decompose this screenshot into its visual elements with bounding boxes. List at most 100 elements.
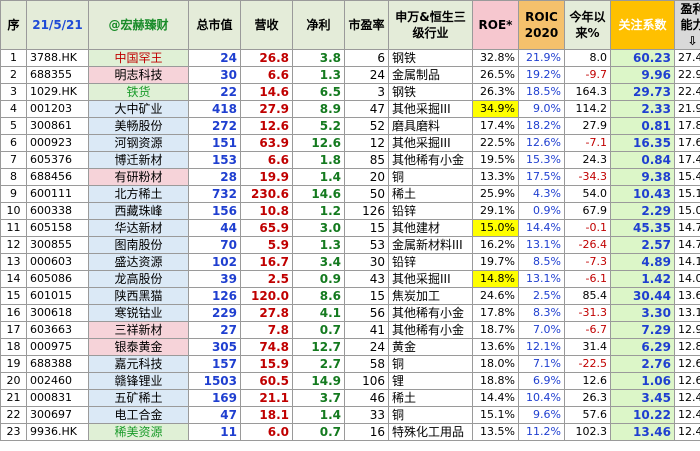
cell-industry: 钢铁 [388, 49, 473, 67]
cell-seq: 12 [0, 236, 27, 254]
cell-stock-code: 300618 [26, 304, 89, 322]
table-row: 18 000975 银泰黄金 305 74.8 12.7 24 黄金 13.6% 12.1% 31.… [0, 338, 700, 356]
cell-seq: 16 [0, 304, 27, 322]
cell-seq: 1 [0, 49, 27, 67]
cell-roic: 13.1% [518, 236, 565, 254]
cell-stock-name: 博迁新材 [88, 151, 189, 169]
cell-stock-code: 605376 [26, 151, 89, 169]
cell-focus-coefficient: 13.46 [610, 423, 675, 441]
cell-focus-coefficient: 10.43 [610, 185, 675, 203]
cell-focus-coefficient: 3.30 [610, 304, 675, 322]
cell-stock-name: 嘉元科技 [88, 355, 189, 373]
table-row: 14 605086 龙高股份 39 2.5 0.9 43 其他采掘III 14.8% 13.1% -… [0, 270, 700, 288]
cell-ytd: 24.3 [564, 151, 611, 169]
cell-pe-ratio: 58 [344, 355, 389, 373]
cell-roe: 15.0% [472, 219, 519, 237]
cell-seq: 14 [0, 270, 27, 288]
cell-ytd: -6.1 [564, 270, 611, 288]
cell-net-profit: 6.5 [292, 83, 345, 101]
cell-stock-code: 605158 [26, 219, 89, 237]
cell-seq: 8 [0, 168, 27, 186]
header-focus-coefficient: 关注系数 [610, 0, 675, 50]
cell-roic: 7.0% [518, 321, 565, 339]
cell-stock-code: 000603 [26, 253, 89, 271]
cell-market-cap: 47 [188, 406, 241, 424]
table-row: 1 3788.HK 中国罕王 24 26.8 3.8 6 钢铁 32.8% 21.9% 8.0 60.… [0, 49, 700, 67]
cell-roic: 2.5% [518, 287, 565, 305]
cell-roic: 7.1% [518, 355, 565, 373]
cell-ytd: -34.3 [564, 168, 611, 186]
cell-ytd: -9.7 [564, 66, 611, 84]
cell-stock-name: 有研粉材 [88, 168, 189, 186]
cell-roic: 12.1% [518, 338, 565, 356]
cell-stock-code: 000923 [26, 134, 89, 152]
cell-focus-coefficient: 1.06 [610, 372, 675, 390]
cell-stock-name: 河钢资源 [88, 134, 189, 152]
cell-roic: 13.1% [518, 270, 565, 288]
cell-roic: 11.2% [518, 423, 565, 441]
cell-pe-ratio: 20 [344, 168, 389, 186]
cell-industry: 稀土 [388, 389, 473, 407]
table-row: 16 300618 寒锐钴业 229 27.8 4.1 56 其他稀有小金 17.8% 8.3% -… [0, 304, 700, 322]
cell-pe-ratio: 15 [344, 287, 389, 305]
cell-profitability: 14.7% [674, 236, 700, 254]
cell-revenue: 18.1 [240, 406, 293, 424]
cell-revenue: 27.9 [240, 100, 293, 118]
cell-market-cap: 169 [188, 389, 241, 407]
cell-industry: 焦炭加工 [388, 287, 473, 305]
cell-profitability: 17.4% [674, 151, 700, 169]
cell-profitability: 22.4% [674, 83, 700, 101]
cell-roic: 19.2% [518, 66, 565, 84]
cell-seq: 22 [0, 406, 27, 424]
header-profitability: 盈利能力⇩ [674, 0, 700, 50]
cell-ytd: 27.9 [564, 117, 611, 135]
cell-revenue: 2.5 [240, 270, 293, 288]
cell-industry: 特殊化工用品 [388, 423, 473, 441]
cell-revenue: 12.6 [240, 117, 293, 135]
cell-profitability: 12.4% [674, 389, 700, 407]
cell-net-profit: 5.2 [292, 117, 345, 135]
cell-roe: 34.9% [472, 100, 519, 118]
cell-revenue: 7.8 [240, 321, 293, 339]
cell-ytd: 164.3 [564, 83, 611, 101]
cell-ytd: -0.1 [564, 219, 611, 237]
cell-pe-ratio: 50 [344, 185, 389, 203]
table-row: 22 300697 电工合金 47 18.1 1.4 33 铜 15.1% 9.6% 57.6 10.… [0, 406, 700, 424]
cell-focus-coefficient: 10.22 [610, 406, 675, 424]
cell-net-profit: 3.8 [292, 49, 345, 67]
cell-industry: 其他稀有小金 [388, 321, 473, 339]
cell-revenue: 230.6 [240, 185, 293, 203]
cell-seq: 4 [0, 100, 27, 118]
cell-industry: 其他采掘III [388, 134, 473, 152]
cell-seq: 9 [0, 185, 27, 203]
cell-ytd: 114.2 [564, 100, 611, 118]
cell-revenue: 6.6 [240, 66, 293, 84]
cell-roic: 6.9% [518, 372, 565, 390]
cell-seq: 10 [0, 202, 27, 220]
cell-focus-coefficient: 60.23 [610, 49, 675, 67]
table-row: 2 688355 明志科技 30 6.6 1.3 24 金属制品 26.5% 19.2% -9.7 9… [0, 66, 700, 84]
cell-stock-code: 300855 [26, 236, 89, 254]
header-brand: @宏赫臻财 [88, 0, 189, 50]
cell-pe-ratio: 53 [344, 236, 389, 254]
cell-roe: 26.5% [472, 66, 519, 84]
cell-industry: 其他建材 [388, 219, 473, 237]
cell-focus-coefficient: 9.96 [610, 66, 675, 84]
cell-focus-coefficient: 2.29 [610, 202, 675, 220]
cell-seq: 13 [0, 253, 27, 271]
cell-revenue: 5.9 [240, 236, 293, 254]
cell-ytd: -22.5 [564, 355, 611, 373]
cell-market-cap: 418 [188, 100, 241, 118]
cell-seq: 3 [0, 83, 27, 101]
cell-market-cap: 151 [188, 134, 241, 152]
table-row: 4 001203 大中矿业 418 27.9 8.9 47 其他采掘III 34.9% 9.0% 1… [0, 100, 700, 118]
cell-profitability: 12.9% [674, 321, 700, 339]
cell-roic: 9.6% [518, 406, 565, 424]
cell-ytd: 102.3 [564, 423, 611, 441]
cell-net-profit: 1.3 [292, 236, 345, 254]
cell-net-profit: 12.6 [292, 134, 345, 152]
cell-roe: 18.7% [472, 321, 519, 339]
cell-ytd: 57.6 [564, 406, 611, 424]
cell-profitability: 17.8% [674, 117, 700, 135]
cell-roic: 8.5% [518, 253, 565, 271]
